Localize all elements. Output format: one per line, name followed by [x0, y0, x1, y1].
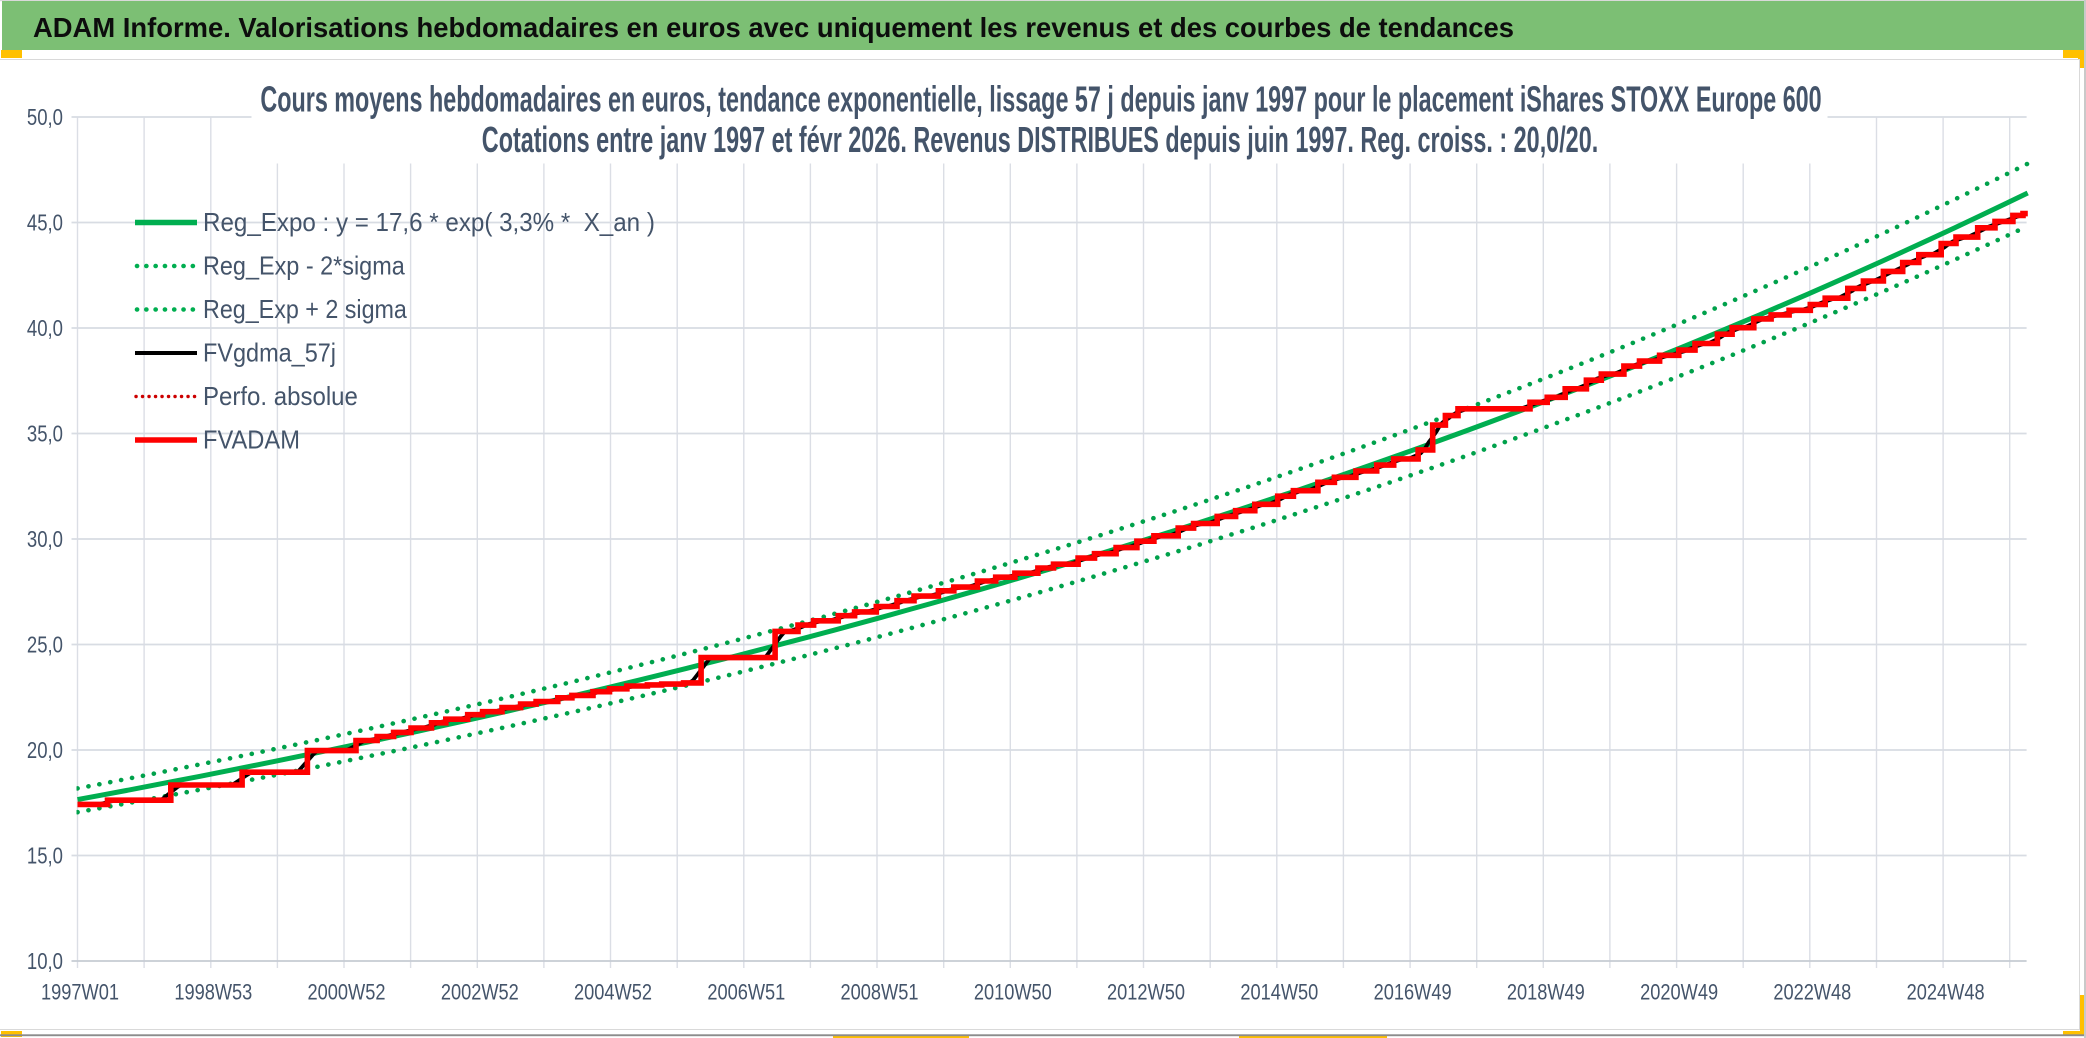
svg-text:2018W49: 2018W49 — [1507, 981, 1585, 1005]
svg-text:Cours moyens hebdomadaires en: Cours moyens hebdomadaires en euros, ten… — [260, 81, 1821, 120]
svg-text:Reg_Exp - 2*sigma: Reg_Exp - 2*sigma — [203, 253, 405, 281]
svg-text:45,0: 45,0 — [27, 211, 63, 236]
svg-text:30,0: 30,0 — [27, 527, 63, 552]
svg-text:35,0: 35,0 — [27, 422, 63, 447]
svg-text:FVADAM: FVADAM — [203, 427, 300, 455]
svg-text:40,0: 40,0 — [27, 316, 63, 341]
svg-text:Reg_Expo : y = 17,6 * exp( 3,3: Reg_Expo : y = 17,6 * exp( 3,3% * X_an ) — [203, 209, 655, 237]
svg-text:2012W50: 2012W50 — [1107, 981, 1185, 1005]
svg-text:2008W51: 2008W51 — [841, 981, 919, 1005]
svg-text:2014W50: 2014W50 — [1240, 981, 1318, 1005]
svg-text:2010W50: 2010W50 — [974, 981, 1052, 1005]
svg-text:2022W48: 2022W48 — [1773, 981, 1851, 1005]
svg-text:20,0: 20,0 — [27, 738, 63, 763]
svg-text:2020W49: 2020W49 — [1640, 981, 1718, 1005]
svg-text:Reg_Exp + 2 sigma: Reg_Exp + 2 sigma — [203, 296, 407, 324]
svg-text:2000W52: 2000W52 — [308, 981, 386, 1005]
svg-text:2006W51: 2006W51 — [707, 981, 785, 1005]
svg-text:15,0: 15,0 — [27, 844, 63, 869]
svg-text:ADAM Informe. Valorisations he: ADAM Informe. Valorisations hebdomadaire… — [33, 12, 1514, 43]
svg-text:2002W52: 2002W52 — [441, 981, 519, 1005]
svg-text:FVgdma_57j: FVgdma_57j — [203, 340, 336, 368]
svg-text:2016W49: 2016W49 — [1374, 981, 1452, 1005]
svg-text:2004W52: 2004W52 — [574, 981, 652, 1005]
svg-text:25,0: 25,0 — [27, 633, 63, 658]
svg-text:1997W01: 1997W01 — [41, 981, 119, 1005]
svg-text:1998W53: 1998W53 — [174, 981, 252, 1005]
svg-text:50,0: 50,0 — [27, 105, 63, 130]
svg-text:10,0: 10,0 — [27, 949, 63, 974]
svg-text:2024W48: 2024W48 — [1907, 981, 1985, 1005]
svg-text:Cotations entre janv 1997 et f: Cotations entre janv 1997 et févr 2026. … — [482, 121, 1598, 160]
svg-text:Perfo. absolue: Perfo. absolue — [203, 383, 358, 411]
